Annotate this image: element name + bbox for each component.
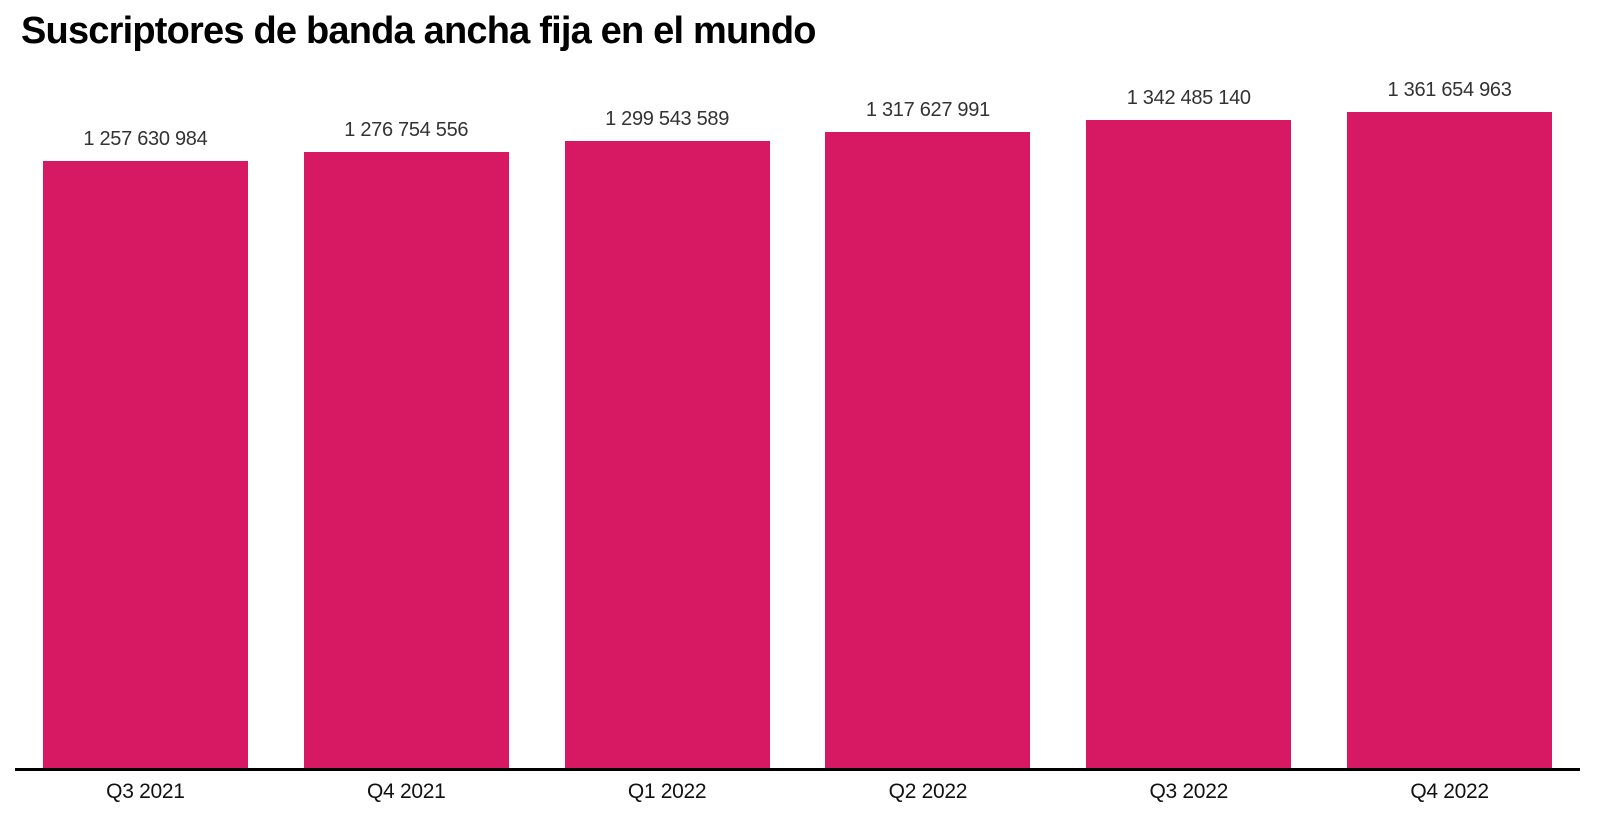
chart-title: Suscriptores de banda ancha fija en el m… (21, 10, 816, 52)
bar-value-label: 1 299 543 589 (605, 108, 730, 130)
bar (303, 152, 509, 768)
bar (825, 132, 1031, 768)
x-axis-tick-label: Q3 2022 (1149, 780, 1228, 803)
bar-value-label: 1 361 654 963 (1387, 79, 1512, 101)
bar (1347, 112, 1553, 768)
x-axis-tick-label: Q2 2022 (888, 780, 968, 803)
x-axis-line (15, 768, 1580, 771)
x-axis-tick-label: Q4 2021 (367, 780, 446, 803)
bar-value-label: 1 276 754 556 (344, 119, 469, 141)
bar-group-q2-2022: 1 317 627 991 (797, 79, 1058, 768)
bar-value-label: 1 342 485 140 (1126, 87, 1251, 109)
bar-value-label: 1 257 630 984 (83, 128, 208, 150)
bar-group-q3-2022: 1 342 485 140 (1058, 79, 1319, 768)
x-axis-tick-label: Q1 2022 (627, 780, 707, 803)
bar-group-q1-2022: 1 299 543 589 (537, 79, 798, 768)
bar (42, 161, 248, 768)
plot-area: 1 257 630 984 1 276 754 556 1 299 543 58… (15, 79, 1580, 768)
bar-group-q4-2021: 1 276 754 556 (276, 79, 537, 768)
bar-group-q3-2021: 1 257 630 984 (15, 79, 276, 768)
bar (1086, 120, 1292, 768)
bar-group-q4-2022: 1 361 654 963 (1319, 79, 1580, 768)
bar-value-label: 1 317 627 991 (865, 99, 990, 121)
x-axis-labels: Q3 2021 Q4 2021 Q1 2022 Q2 2022 Q3 2022 … (15, 771, 1580, 804)
x-axis-tick-label: Q4 2022 (1410, 780, 1489, 803)
bar (564, 141, 770, 768)
x-axis-tick-label: Q3 2021 (106, 780, 185, 803)
